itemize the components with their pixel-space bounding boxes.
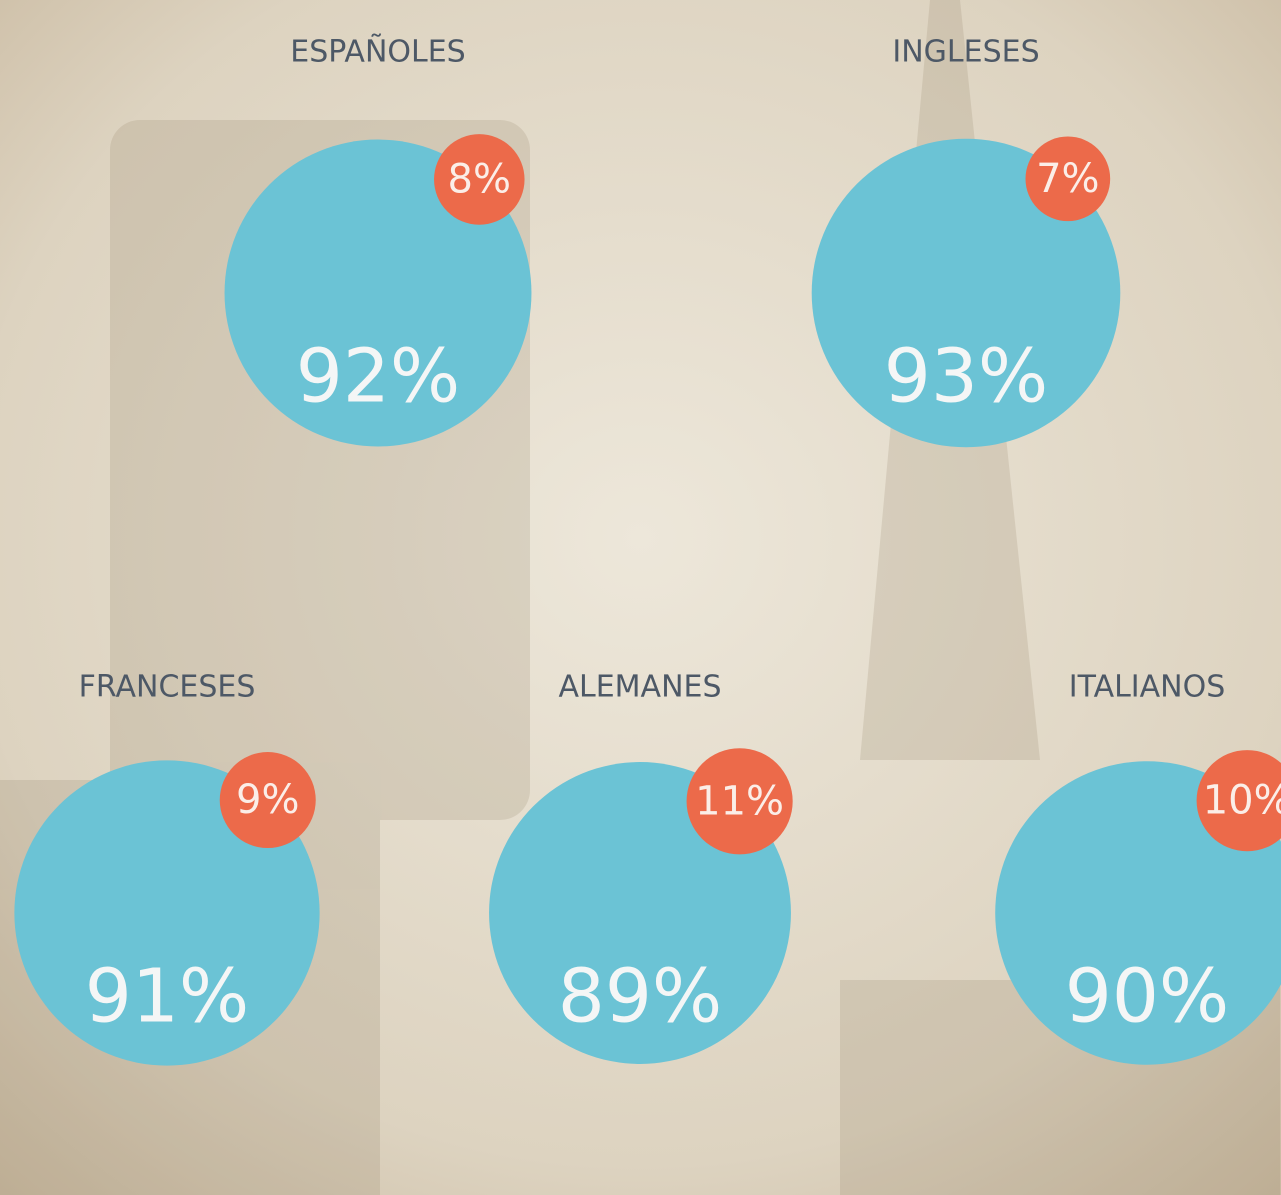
- minor-value-label: 7%: [1036, 156, 1099, 202]
- main-value-label: 90%: [1065, 954, 1229, 1040]
- minor-value-label: 11%: [695, 778, 784, 824]
- minor-value-label: 9%: [236, 777, 299, 823]
- category-label: ITALIANOS: [1069, 670, 1226, 705]
- main-value-label: 92%: [296, 334, 460, 420]
- page: ESPAÑOLES 92% 8% INGLESES 93% 7% FRANCESES 91% 9…: [0, 0, 1281, 1195]
- category-label: INGLESES: [892, 35, 1039, 70]
- main-value-label: 91%: [85, 954, 249, 1040]
- main-value-label: 93%: [884, 334, 1048, 420]
- main-value-label: 89%: [558, 954, 722, 1040]
- category-label: ALEMANES: [558, 670, 721, 705]
- category-label: FRANCESES: [79, 670, 256, 705]
- chart: ESPAÑOLES 92% 8% INGLESES 93% 7% FRANCESES 91% 9…: [0, 0, 1281, 1195]
- minor-value-label: 8%: [448, 156, 511, 202]
- category-label: ESPAÑOLES: [290, 34, 465, 70]
- minor-value-label: 10%: [1203, 778, 1281, 824]
